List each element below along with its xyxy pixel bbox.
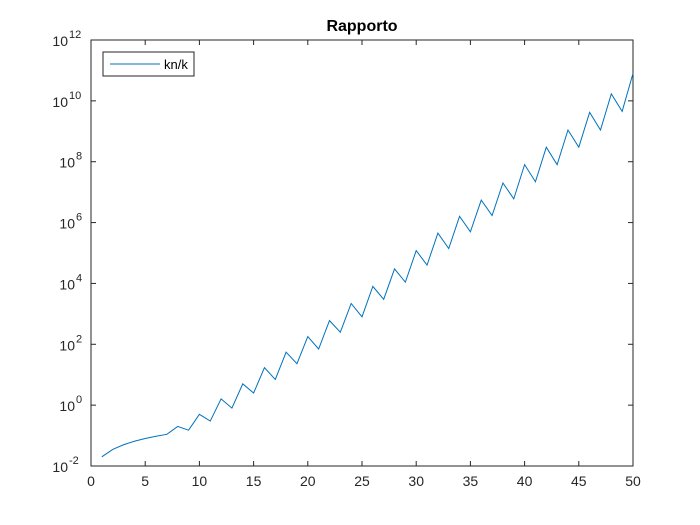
y-tick-label-base: 10 [52, 33, 68, 49]
y-tick-label-base: 10 [59, 155, 75, 171]
y-tick-label-base: 10 [59, 337, 75, 353]
y-tick-label-exponent: 10 [69, 90, 81, 102]
legend-label: kn/k [164, 57, 188, 72]
y-tick-label-base: 10 [52, 94, 68, 110]
y-tick-label: 10 12 [52, 29, 81, 49]
y-tick-label-exponent: 6 [76, 212, 82, 224]
x-tick-label: 15 [246, 473, 262, 489]
legend: kn/k [102, 51, 195, 77]
series-line [101, 73, 634, 458]
y-tick-label: 10 6 [59, 212, 82, 232]
x-tick-label: 50 [625, 473, 641, 489]
chart-title: Rapporto [326, 18, 397, 35]
y-tick-label-base: 10 [59, 216, 75, 232]
y-tick-label-base: 10 [59, 398, 75, 414]
y-tick-label: 10 4 [59, 272, 82, 292]
y-tick-label-exponent: 4 [76, 272, 82, 284]
y-tick-label-base: 10 [52, 459, 68, 475]
x-tick-label: 5 [141, 473, 149, 489]
y-tick-label-base: 10 [59, 276, 75, 292]
y-tick-label: 10 8 [59, 151, 82, 171]
x-tick-label: 25 [354, 473, 370, 489]
y-tick-label: 10 2 [59, 333, 82, 353]
series-layer [101, 73, 634, 458]
y-tick-label: 10 0 [59, 394, 82, 414]
x-tick-label: 40 [517, 473, 533, 489]
x-tick-label: 10 [192, 473, 208, 489]
axes-box [90, 39, 634, 467]
x-tick-label: 20 [300, 473, 316, 489]
x-axis: 0 5 10 15 20 25 30 35 40 45 50 [87, 40, 641, 489]
y-tick-label-exponent: 12 [69, 29, 81, 41]
y-tick-label-exponent: -2 [69, 455, 79, 467]
x-tick-label: 45 [571, 473, 587, 489]
y-tick-label-exponent: 8 [76, 151, 82, 163]
y-tick-label: 10 10 [52, 90, 81, 110]
x-tick-label: 35 [463, 473, 479, 489]
y-tick-label-exponent: 0 [76, 394, 82, 406]
y-tick-label: 10 -2 [52, 455, 78, 475]
y-tick-label-exponent: 2 [76, 333, 82, 345]
x-tick-label: 30 [408, 473, 424, 489]
x-tick-label: 0 [87, 473, 95, 489]
